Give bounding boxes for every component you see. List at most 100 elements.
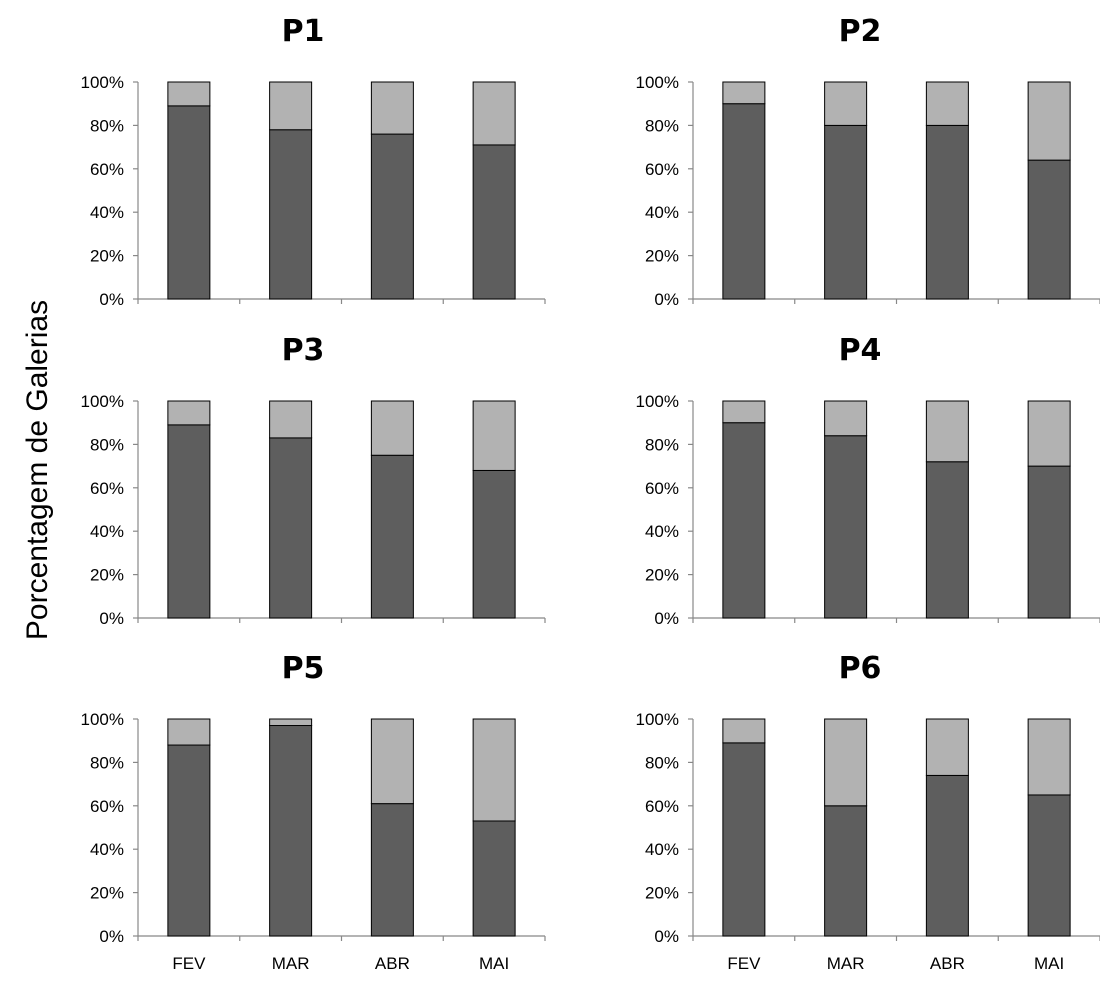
y-tick-label: 100%	[81, 392, 124, 411]
y-tick-label: 0%	[99, 927, 124, 946]
y-tick-label: 0%	[654, 290, 679, 309]
y-tick-label: 100%	[81, 73, 124, 92]
y-tick-label: 20%	[90, 566, 124, 585]
bar-p4-fev-segment-1	[722, 422, 766, 619]
bar-p5-abr-segment-1	[370, 803, 414, 937]
y-tick-label: 60%	[90, 797, 124, 816]
bar-p4-mar-segment-1	[824, 435, 868, 619]
bar-p3-abr-segment-2	[370, 400, 414, 456]
y-tick-label: 60%	[645, 797, 679, 816]
bar-p2-mar-segment-1	[824, 124, 868, 300]
panel-title-p5: P5	[282, 651, 325, 686]
bar-p1-mai-segment-2	[472, 81, 516, 146]
y-tick-label: 40%	[90, 522, 124, 541]
bar-p6-mar-segment-2	[824, 718, 868, 807]
bar-p5-abr-segment-2	[370, 718, 414, 805]
bar-p3-abr-segment-1	[370, 454, 414, 619]
bar-p6-abr-segment-1	[925, 774, 969, 937]
bar-p1-abr-segment-2	[370, 81, 414, 135]
y-tick-label: 100%	[81, 710, 124, 729]
bar-p5-fev-segment-1	[167, 744, 211, 937]
y-tick-label: 80%	[90, 435, 124, 454]
panel-title-p1: P1	[282, 14, 325, 49]
y-tick-label: 60%	[645, 479, 679, 498]
x-tick-label: MAI	[479, 954, 509, 973]
y-tick-label: 80%	[645, 753, 679, 772]
y-tick-label: 100%	[636, 73, 679, 92]
bar-p3-fev-segment-2	[167, 400, 211, 426]
bar-p6-abr-segment-2	[925, 718, 969, 776]
bar-p4-abr-segment-1	[925, 461, 969, 619]
bar-p3-mai-segment-1	[472, 469, 516, 619]
bar-p1-fev-segment-1	[167, 105, 211, 300]
panel-p3: P3 0% 20% 40% 60% 80% 100%	[81, 333, 546, 628]
panel-p2: P2 0% 20% 40% 60% 80% 100%	[636, 14, 1100, 309]
bar-p6-mai-segment-2	[1027, 718, 1071, 796]
y-tick-label: 20%	[90, 884, 124, 903]
x-tick-label: ABR	[930, 954, 965, 973]
bar-p5-fev-segment-2	[167, 718, 211, 746]
bar-p4-abr-segment-2	[925, 400, 969, 463]
panel-p1: P1 0% 20% 40% 60% 80% 100%	[81, 14, 546, 309]
y-tick-label: 60%	[645, 160, 679, 179]
bar-p5-mar-segment-2	[269, 718, 313, 727]
y-tick-label: 100%	[636, 392, 679, 411]
bar-p2-mar-segment-2	[824, 81, 868, 126]
bar-p2-abr-segment-2	[925, 81, 969, 126]
bar-p3-mar-segment-2	[269, 400, 313, 439]
y-tick-label: 80%	[90, 753, 124, 772]
x-tick-label: MAR	[827, 954, 865, 973]
bar-p1-mar-segment-1	[269, 129, 313, 300]
bar-p2-abr-segment-1	[925, 124, 969, 300]
bar-p5-mai-segment-1	[472, 820, 516, 937]
x-tick-label: FEV	[172, 954, 206, 973]
y-tick-label: 40%	[645, 522, 679, 541]
y-tick-label: 0%	[99, 290, 124, 309]
bar-p6-fev-segment-2	[722, 718, 766, 744]
y-tick-label: 0%	[654, 609, 679, 628]
y-tick-label: 0%	[99, 609, 124, 628]
bar-p2-fev-segment-1	[722, 103, 766, 300]
y-tick-label: 40%	[90, 203, 124, 222]
y-tick-label: 80%	[645, 116, 679, 135]
bar-p3-mai-segment-2	[472, 400, 516, 471]
bar-p2-mai-segment-2	[1027, 81, 1071, 161]
x-tick-label: ABR	[375, 954, 410, 973]
y-tick-label: 20%	[645, 566, 679, 585]
y-tick-label: 20%	[90, 247, 124, 266]
figure-y-axis-label: Porcentagem de Galerias	[21, 300, 54, 640]
x-tick-label: FEV	[727, 954, 761, 973]
bar-p3-mar-segment-1	[269, 437, 313, 619]
y-tick-label: 80%	[90, 116, 124, 135]
bar-p5-mar-segment-1	[269, 725, 313, 937]
panel-title-p4: P4	[839, 333, 882, 368]
bar-p4-mar-segment-2	[824, 400, 868, 437]
y-tick-label: 60%	[90, 479, 124, 498]
panel-title-p2: P2	[839, 14, 882, 49]
y-tick-label: 20%	[645, 247, 679, 266]
y-tick-label: 100%	[636, 710, 679, 729]
bar-p3-fev-segment-1	[167, 424, 211, 619]
bar-p5-mai-segment-2	[472, 718, 516, 822]
y-tick-label: 80%	[645, 435, 679, 454]
bar-p1-abr-segment-1	[370, 133, 414, 300]
bar-p4-fev-segment-2	[722, 400, 766, 424]
bar-p1-mai-segment-1	[472, 144, 516, 300]
y-tick-label: 40%	[645, 840, 679, 859]
panel-title-p6: P6	[839, 651, 882, 686]
panel-p6: P6 0% 20% 40% 60% 80% 100% FEV MAR ABR MAI	[636, 651, 1100, 973]
bar-p1-fev-segment-2	[167, 81, 211, 107]
y-tick-label: 20%	[645, 884, 679, 903]
y-tick-label: 0%	[654, 927, 679, 946]
bar-p4-mai-segment-2	[1027, 400, 1071, 467]
bar-p2-fev-segment-2	[722, 81, 766, 105]
panel-p4: P4 0% 20% 40% 60% 80% 100%	[636, 333, 1100, 628]
bar-p6-mar-segment-1	[824, 805, 868, 937]
x-tick-label: MAR	[272, 954, 310, 973]
bar-p4-mai-segment-1	[1027, 465, 1071, 619]
bar-p6-fev-segment-1	[722, 742, 766, 937]
panel-p5: P5 0% 20% 40% 60% 80% 100% FEV MAR ABR MAI	[81, 651, 546, 973]
bar-p1-mar-segment-2	[269, 81, 313, 131]
bar-p6-mai-segment-1	[1027, 794, 1071, 937]
